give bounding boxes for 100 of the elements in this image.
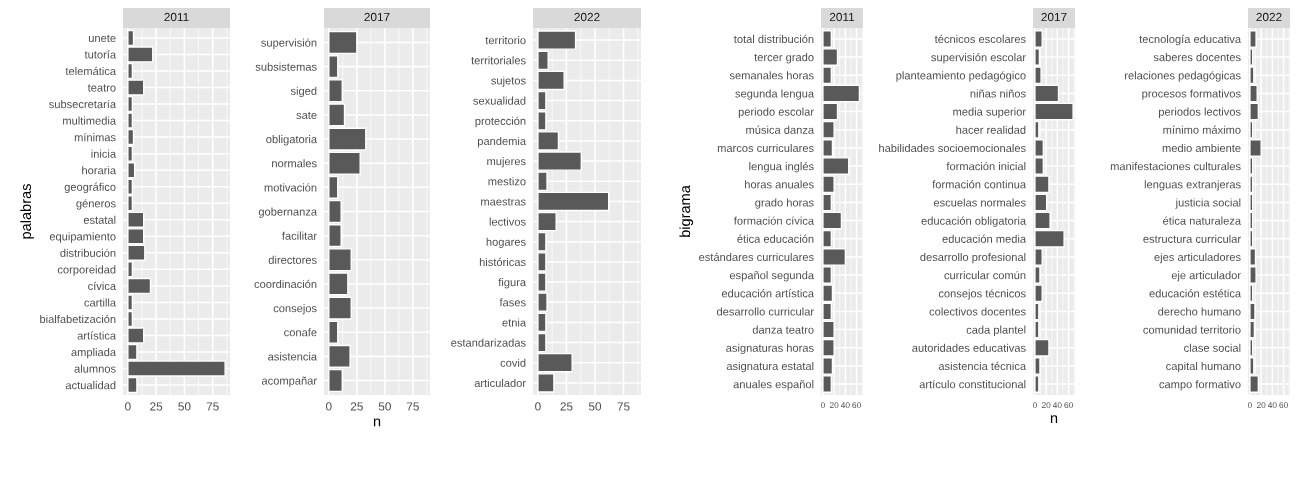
- y-tick-label: desarrollo curricular: [716, 307, 814, 316]
- y-tick-label: acompañar: [261, 376, 317, 387]
- y-tick-label: lenguas extranjeras: [1144, 180, 1241, 191]
- y-tick-label: artículo constitucional: [919, 379, 1026, 389]
- y-tick-label: mujeres: [487, 157, 526, 168]
- y-tick-label: consejos: [273, 304, 317, 315]
- y-tick-label: colectivos docentes: [929, 307, 1026, 316]
- y-tick-label: asistencia técnica: [938, 361, 1027, 371]
- x-tick-label: 60: [1279, 402, 1288, 409]
- y-tick-label: figura: [498, 278, 527, 289]
- y-tick-label: pandemia: [477, 136, 527, 148]
- y-tick-label: subsecretaría: [49, 99, 117, 109]
- y-tick-label: capital humano: [1166, 361, 1241, 373]
- y-tick-label: comunidad territorio: [1143, 325, 1241, 334]
- y-tick-label: estándares curriculares: [699, 252, 814, 262]
- y-tick-label: etnia: [502, 318, 527, 327]
- y-tick-label: motivación: [264, 183, 317, 192]
- x-tick-label: 50: [378, 402, 391, 411]
- y-tick-label: justicia social: [1175, 198, 1241, 209]
- y-tick-label: maestras: [481, 198, 526, 206]
- chart-title: 2017: [364, 12, 390, 22]
- y-tick-label: directores: [268, 255, 317, 264]
- y-tick-label: música danza: [746, 125, 815, 134]
- y-tick-label: eje articulador: [1171, 271, 1241, 282]
- x-tick-label: 25: [150, 402, 163, 411]
- y-tick-label: procesos formativos: [1142, 89, 1241, 100]
- x-tick-label: 75: [617, 402, 630, 411]
- y-tick-label: ética educación: [737, 234, 814, 243]
- y-tick-label: protección: [475, 116, 526, 128]
- y-tick-label: equipamiento: [49, 232, 116, 243]
- y-tick-label: tecnología educativa: [1139, 34, 1242, 46]
- y-tick-label: obligatoria: [266, 135, 318, 146]
- y-tick-label: artística: [77, 331, 117, 340]
- y-tick-label: asignaturas horas: [726, 343, 814, 355]
- x-tick-label: 0: [1032, 402, 1037, 409]
- y-tick-label: teatro: [87, 84, 116, 92]
- x-tick-label: 75: [206, 402, 219, 411]
- y-tick-label: supervisión escolar: [931, 52, 1026, 64]
- y-tick-label: territorio: [485, 36, 526, 45]
- y-tick-label: educación artística: [721, 289, 815, 298]
- x-tick-label: 20: [1256, 402, 1266, 409]
- y-tick-label: educación estética: [1149, 289, 1242, 298]
- y-tick-label: lengua inglés: [749, 161, 814, 173]
- chart-title: 2017: [1041, 12, 1067, 22]
- y-tick-label: covid: [500, 358, 526, 367]
- x-tick-label: 40: [1052, 402, 1062, 409]
- y-tick-label: segunda lengua: [735, 89, 815, 100]
- x-tick-label: 50: [178, 402, 191, 411]
- y-tick-label: distribución: [60, 248, 116, 257]
- y-tick-label: planteamiento pedagógico: [896, 71, 1026, 82]
- x-tick-label: 0: [535, 402, 541, 411]
- y-tick-label: cada plantel: [966, 325, 1026, 336]
- y-tick-label: español segunda: [729, 271, 815, 282]
- x-tick-label: 60: [852, 402, 861, 409]
- y-tick-label: estructura curricular: [1143, 234, 1241, 243]
- y-tick-label: lectivos: [489, 217, 526, 226]
- y-tick-label: mestizo: [488, 177, 526, 186]
- y-tick-label: curricular común: [944, 270, 1026, 280]
- y-tick-label: escuelas normales: [933, 198, 1026, 207]
- x-tick-label: 0: [125, 402, 131, 411]
- x-tick-label: 75: [406, 402, 419, 411]
- x-tick-label: 0: [820, 402, 825, 409]
- x-tick-label: 20: [1041, 402, 1051, 409]
- y-tick-label: telemática: [65, 66, 117, 76]
- y-tick-label: sexualidad: [473, 96, 526, 105]
- y-tick-label: semanales horas: [729, 71, 814, 80]
- y-tick-label: formación cívica: [733, 216, 815, 225]
- y-tick-label: formación continua: [932, 180, 1027, 189]
- y-tick-label: clase social: [1184, 343, 1241, 352]
- x-axis-title: n: [1050, 415, 1058, 424]
- y-tick-label: mínimo máximo: [1163, 125, 1241, 134]
- y-tick-label: geográfico: [64, 182, 116, 194]
- y-tick-label: estatal: [83, 215, 116, 224]
- y-tick-label: consejos técnicos: [938, 289, 1026, 300]
- y-tick-label: tercer grado: [754, 53, 814, 64]
- y-tick-label: unete: [88, 34, 116, 43]
- x-tick-label: 50: [588, 402, 602, 411]
- y-tick-label: estandarizadas: [451, 338, 526, 347]
- y-tick-label: cartilla: [84, 298, 117, 307]
- y-tick-label: manifestaciones culturales: [1110, 162, 1241, 171]
- chart-title: 2022: [1256, 12, 1282, 22]
- y-tick-label: sujetos: [491, 76, 526, 87]
- y-tick-label: multimedia: [63, 116, 117, 125]
- y-tick-label: bialfabetización: [40, 314, 116, 324]
- y-tick-label: educación obligatoria: [921, 216, 1027, 227]
- y-tick-label: periodo escolar: [738, 107, 814, 118]
- x-tick-label: 0: [1247, 402, 1252, 409]
- y-tick-label: ética naturaleza: [1163, 216, 1242, 225]
- y-tick-label: géneros: [76, 199, 116, 210]
- y-tick-label: educación media: [942, 234, 1027, 243]
- y-tick-label: coordinación: [254, 279, 317, 289]
- chart-title: 2022: [574, 12, 600, 22]
- y-tick-label: conafe: [284, 328, 317, 337]
- y-tick-label: periodos lectivos: [1159, 107, 1241, 118]
- y-tick-label: territoriales: [471, 56, 526, 65]
- y-tick-label: hacer realidad: [956, 125, 1026, 134]
- y-tick-label: anuales español: [733, 380, 814, 391]
- y-tick-label: ejes articuladores: [1154, 252, 1241, 264]
- y-tick-label: asistencia: [268, 352, 318, 361]
- y-tick-label: marcos curriculares: [717, 143, 814, 153]
